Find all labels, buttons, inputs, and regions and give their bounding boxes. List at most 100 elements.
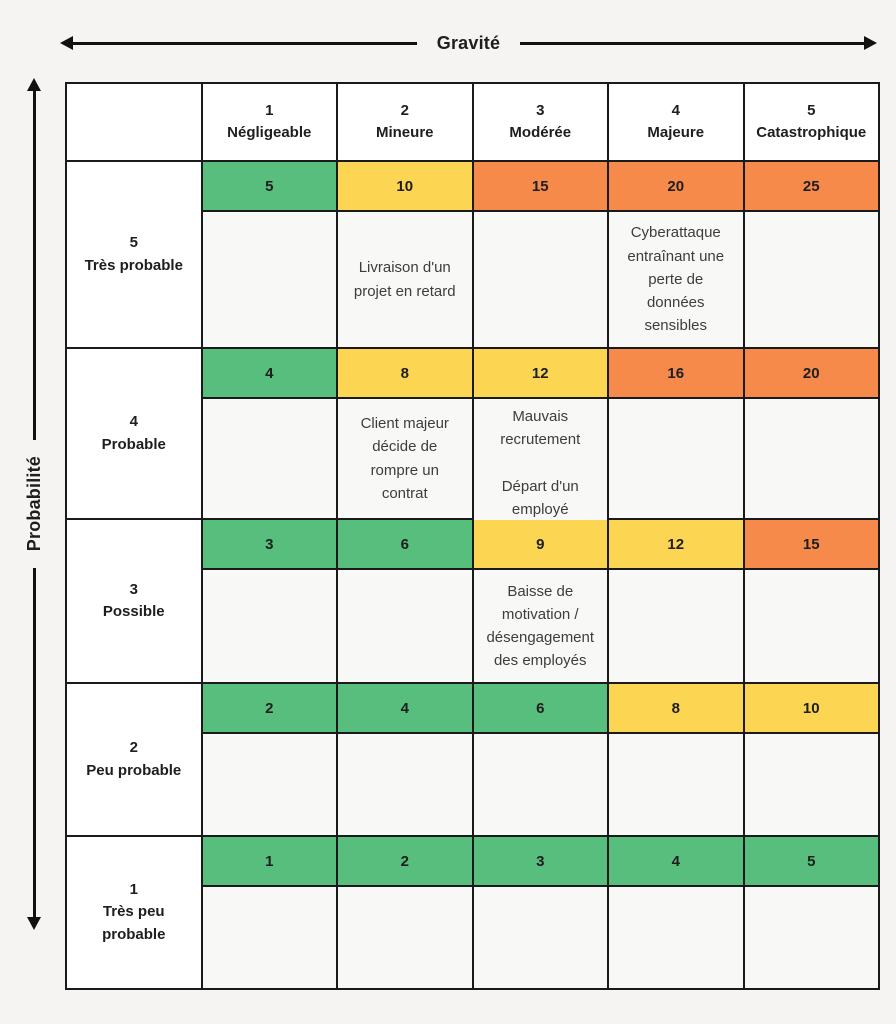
score-badge: 3	[202, 520, 336, 570]
score-badge: 6	[473, 684, 607, 734]
risk-example	[744, 212, 878, 347]
risk-example	[744, 887, 878, 988]
matrix-cell: 4	[609, 837, 743, 988]
risk-example	[744, 570, 878, 682]
risk-example	[338, 734, 472, 835]
matrix-cell: 8 Client majeur décide de rompre un cont…	[338, 349, 472, 518]
probability-axis-label: Probabilité	[23, 456, 44, 552]
matrix-cell: 16	[609, 349, 743, 518]
score-badge: 15	[744, 520, 878, 570]
arrow-right-icon	[864, 36, 877, 50]
risk-example: Cyberattaque entraînant une perte de don…	[609, 212, 743, 347]
matrix-cell: 4	[202, 349, 336, 518]
risk-example	[202, 399, 336, 518]
risk-example: Livraison d'un projet en retard	[338, 212, 472, 347]
score-badge: 25	[744, 162, 878, 212]
matrix-cell: 3	[202, 520, 336, 682]
matrix-cell: 6	[473, 684, 607, 835]
matrix-cell: 25	[744, 162, 878, 347]
row-header-peu-probable: 2 Peu probable	[67, 684, 201, 835]
risk-example	[609, 887, 743, 988]
row-header-tres-peu-probable: 1 Très peu probable	[67, 837, 201, 988]
score-badge: 5	[744, 837, 878, 887]
score-badge: 4	[338, 684, 472, 734]
score-badge: 4	[202, 349, 336, 399]
score-badge: 8	[338, 349, 472, 399]
score-badge: 9	[473, 520, 607, 570]
risk-example	[338, 570, 472, 682]
matrix-cell: 2	[338, 837, 472, 988]
risk-example	[202, 734, 336, 835]
risk-example	[609, 734, 743, 835]
axis-line	[73, 41, 417, 45]
matrix-cell: 10 Livraison d'un projet en retard	[338, 162, 472, 347]
score-badge: 5	[202, 162, 336, 212]
risk-example: Baisse de motivation / désengagement des…	[473, 570, 607, 682]
score-badge: 16	[609, 349, 743, 399]
matrix-cell: 1	[202, 837, 336, 988]
score-badge: 4	[609, 837, 743, 887]
risk-example	[202, 887, 336, 988]
matrix-cell: 5	[202, 162, 336, 347]
score-badge: 15	[473, 162, 607, 212]
matrix-cell: 8	[609, 684, 743, 835]
matrix-cell: 3	[473, 837, 607, 988]
matrix-cell: 12 Mauvais recrutement Départ d'un emplo…	[473, 349, 607, 528]
risk-example: Client majeur décide de rompre un contra…	[338, 399, 472, 518]
risk-example: Mauvais recrutement Départ d'un employé	[473, 399, 607, 528]
arrow-up-icon	[27, 78, 41, 91]
score-badge: 10	[744, 684, 878, 734]
matrix-cell: 15	[473, 162, 607, 347]
arrow-down-icon	[27, 917, 41, 930]
risk-example	[202, 570, 336, 682]
col-header-negligeable: 1 Négligeable	[202, 84, 336, 160]
risk-example	[744, 734, 878, 835]
risk-example	[473, 212, 607, 347]
score-badge: 8	[609, 684, 743, 734]
risk-example	[338, 887, 472, 988]
matrix-cell: 9 Baisse de motivation / désengagement d…	[473, 520, 607, 682]
risk-example	[744, 399, 878, 518]
score-badge: 20	[744, 349, 878, 399]
row-header-possible: 3 Possible	[67, 520, 201, 682]
score-badge: 2	[338, 837, 472, 887]
row-header-tres-probable: 5 Très probable	[67, 162, 201, 347]
gravity-axis-label: Gravité	[436, 32, 501, 53]
matrix-cell: 12	[609, 520, 743, 682]
score-badge: 1	[202, 837, 336, 887]
matrix-cell: 10	[744, 684, 878, 835]
risk-example	[202, 212, 336, 347]
matrix-cell: 2	[202, 684, 336, 835]
matrix-cell: 20 Cyberattaque entraînant une perte de …	[609, 162, 743, 347]
matrix-cell: 4	[338, 684, 472, 835]
risk-example	[473, 734, 607, 835]
axis-line	[520, 41, 864, 45]
col-header-catastrophique: 5 Catastrophique	[744, 84, 878, 160]
risk-example	[609, 570, 743, 682]
matrix-cell: 15	[744, 520, 878, 682]
probability-axis: Probabilité	[23, 78, 45, 930]
risk-matrix: 1 Négligeable 2 Mineure 3 Modérée 4 Maje…	[65, 82, 880, 990]
matrix-cell: 20	[744, 349, 878, 518]
corner-cell	[67, 84, 201, 160]
axis-line	[32, 567, 36, 917]
score-badge: 12	[473, 349, 607, 399]
risk-example	[609, 399, 743, 518]
arrow-left-icon	[60, 36, 73, 50]
score-badge: 20	[609, 162, 743, 212]
score-badge: 3	[473, 837, 607, 887]
col-header-majeure: 4 Majeure	[609, 84, 743, 160]
score-badge: 6	[338, 520, 472, 570]
risk-example	[473, 887, 607, 988]
axis-line	[32, 91, 36, 441]
matrix-cell: 5	[744, 837, 878, 988]
score-badge: 10	[338, 162, 472, 212]
gravity-axis: Gravité	[60, 32, 877, 54]
score-badge: 2	[202, 684, 336, 734]
col-header-mineure: 2 Mineure	[338, 84, 472, 160]
col-header-moderee: 3 Modérée	[473, 84, 607, 160]
matrix-cell: 6	[338, 520, 472, 682]
row-header-probable: 4 Probable	[67, 349, 201, 518]
score-badge: 12	[609, 520, 743, 570]
